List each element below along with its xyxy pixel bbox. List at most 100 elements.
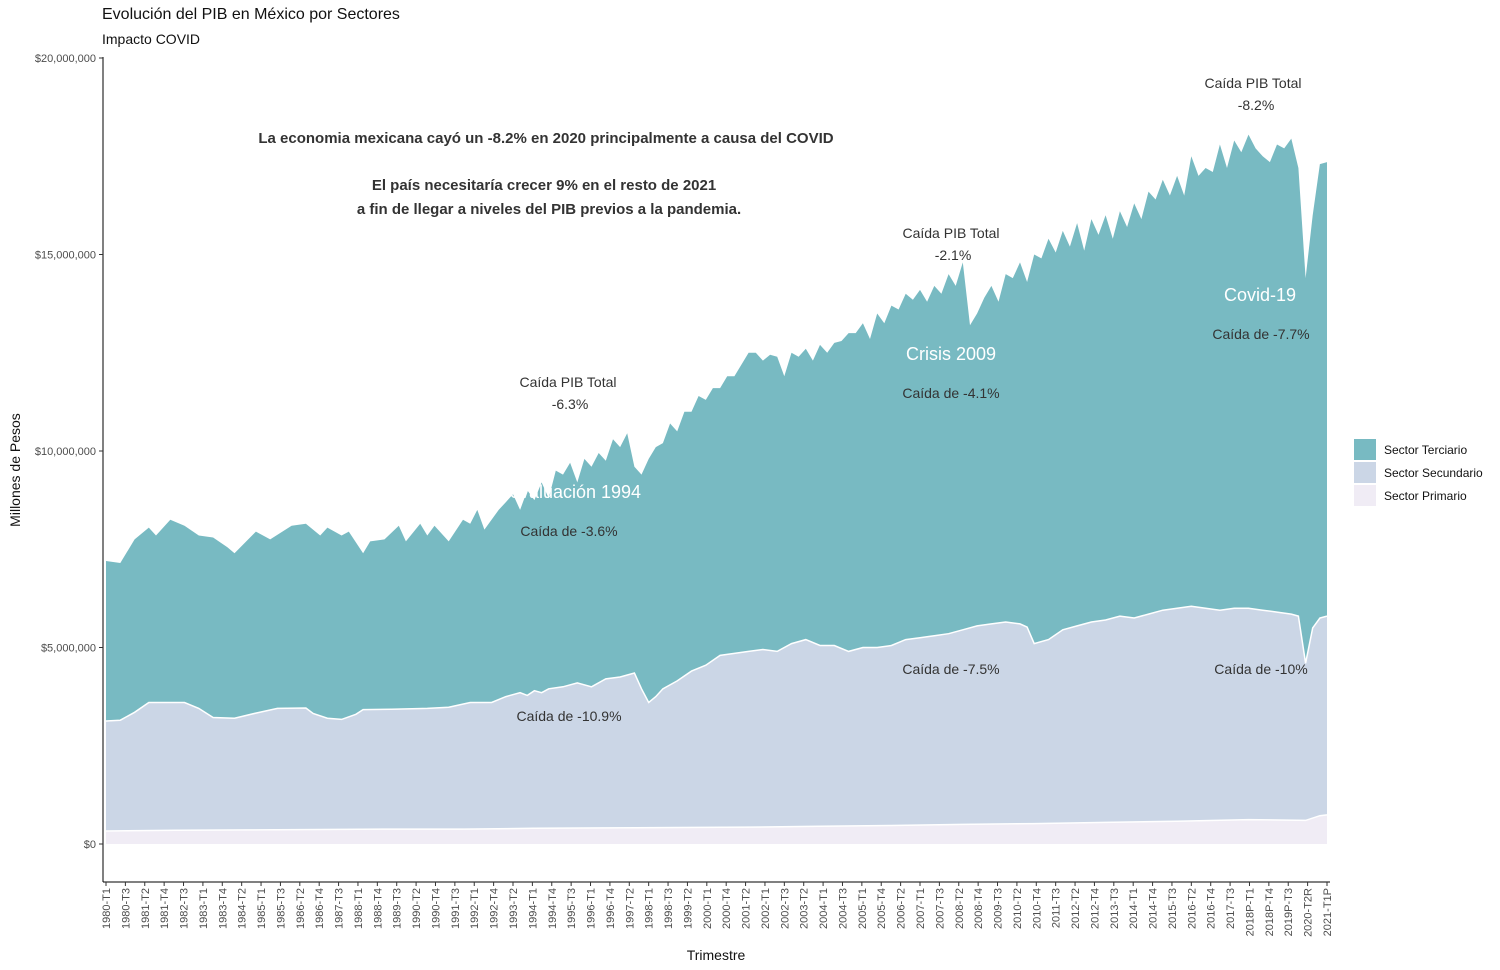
x-tick-label: 2005-T4 xyxy=(876,888,888,929)
area-secundario xyxy=(106,606,1327,844)
annotation-event-1994: Devaluación 1994 xyxy=(497,482,641,502)
x-tick-label: 2009-T3 xyxy=(993,888,1005,929)
x-tick-label: 2010-T4 xyxy=(1031,888,1043,929)
x-axis-title: Trimestre xyxy=(687,947,746,963)
annotation-2020-total-label: Caída PIB Total xyxy=(1204,75,1301,91)
annotation-event-2020: Covid-19 xyxy=(1224,285,1296,305)
x-tick-label: 1995-T3 xyxy=(566,888,578,929)
x-tick-label: 2017-T3 xyxy=(1225,888,1237,929)
y-tick-label: $10,000,000 xyxy=(35,446,96,458)
x-tick-label: 1999-T2 xyxy=(682,888,694,929)
x-tick-label: 1983-T1 xyxy=(198,888,210,929)
legend-swatch-secundario xyxy=(1354,462,1376,483)
x-tick-label: 2014-T1 xyxy=(1128,888,1140,929)
x-tick-label: 1984-T2 xyxy=(237,888,249,929)
x-tick-label: 2002-T1 xyxy=(760,888,772,929)
x-tick-label: 2007-T3 xyxy=(934,888,946,929)
x-tick-label: 2014-T4 xyxy=(1148,888,1160,929)
x-tick-label: 1988-T1 xyxy=(353,888,365,929)
x-tick-label: 2012-T4 xyxy=(1089,888,1101,929)
annotation-event-2009: Crisis 2009 xyxy=(906,344,996,364)
x-tick-label: 1988-T4 xyxy=(372,888,384,929)
legend-item-primario: Sector Primario xyxy=(1354,484,1483,507)
x-tick-label: 2000-T1 xyxy=(702,888,714,929)
chart-title: Evolución del PIB en México por Sectores xyxy=(102,6,400,23)
x-tick-label: 2000-T4 xyxy=(721,888,733,929)
x-tick-label: 1994-T1 xyxy=(527,888,539,929)
x-tick-label: 2016-T2 xyxy=(1186,888,1198,929)
x-tick-label: 1992-T1 xyxy=(469,888,481,929)
x-tick-label: 2004-T3 xyxy=(837,888,849,929)
x-tick-label: 2003-T2 xyxy=(799,888,811,929)
x-tick-label: 2008-T4 xyxy=(973,888,985,929)
x-tick-label: 1987-T3 xyxy=(334,888,346,929)
x-tick-label: 2004-T1 xyxy=(818,888,830,929)
x-tick-label: 1989-T3 xyxy=(392,888,404,929)
x-tick-label: 2021-T1P xyxy=(1322,888,1334,936)
x-tick-label: 2008-T2 xyxy=(954,888,966,929)
x-tick-label: 2002-T3 xyxy=(779,888,791,929)
x-tick-label: 2015-T3 xyxy=(1167,888,1179,929)
annotation-terciario-2009: Caída de -4.1% xyxy=(902,385,999,401)
x-tick-label: 1992-T4 xyxy=(489,888,501,929)
x-tick-label: 1983-T4 xyxy=(217,888,229,929)
x-tick-label: 1990-T4 xyxy=(430,888,442,929)
annotation-1994-total-value: -6.3% xyxy=(552,396,589,412)
x-tick-label: 1981-T4 xyxy=(159,888,171,929)
x-tick-label: 2016-T4 xyxy=(1206,888,1218,929)
x-tick-label: 1990-T2 xyxy=(411,888,423,929)
legend-label-secundario: Sector Secundario xyxy=(1384,465,1483,480)
legend-swatch-primario xyxy=(1354,485,1376,506)
x-tick-label: 1996-T4 xyxy=(605,888,617,929)
legend-label-terciario: Sector Terciario xyxy=(1384,442,1468,457)
annotation-1994-total-label: Caída PIB Total xyxy=(519,374,616,390)
x-tick-label: 1993-T2 xyxy=(508,888,520,929)
annotation-terciario-2020: Caída de -7.7% xyxy=(1212,326,1309,342)
legend-swatch-terciario xyxy=(1354,439,1376,460)
annotation-2009-total-label: Caída PIB Total xyxy=(902,225,999,241)
x-tick-label: 1998-T3 xyxy=(663,888,675,929)
annotation-secundario-2020: Caída de -10% xyxy=(1214,661,1307,677)
y-tick-label: $0 xyxy=(84,839,96,851)
x-tick-label: 2013-T3 xyxy=(1109,888,1121,929)
x-tick-label: 1996-T1 xyxy=(586,888,598,929)
annotation-2020-total-value: -8.2% xyxy=(1238,97,1275,113)
x-tick-label: 1998-T1 xyxy=(644,888,656,929)
x-tick-label: 2012-T2 xyxy=(1070,888,1082,929)
x-tick-label: 2006-T2 xyxy=(896,888,908,929)
y-tick-label: $15,000,000 xyxy=(35,250,96,262)
x-tick-label: 1991-T3 xyxy=(450,888,462,929)
annotation-covid-summary: La economia mexicana cayó un -8.2% en 20… xyxy=(258,130,833,147)
legend-item-terciario: Sector Terciario xyxy=(1354,438,1483,461)
x-tick-label: 1985-T3 xyxy=(275,888,287,929)
x-tick-label: 1997-T2 xyxy=(624,888,636,929)
x-tick-label: 2001-T2 xyxy=(741,888,753,929)
x-tick-label: 2018P-T1 xyxy=(1244,888,1256,936)
x-tick-label: 1981-T2 xyxy=(140,888,152,929)
legend-label-primario: Sector Primario xyxy=(1384,488,1467,503)
y-tick-label: $5,000,000 xyxy=(41,643,96,655)
x-tick-label: 1980-T1 xyxy=(101,888,113,929)
x-tick-label: 2007-T1 xyxy=(915,888,927,929)
annotation-2009-total-value: -2.1% xyxy=(935,247,972,263)
x-tick-label: 2018P-T4 xyxy=(1264,888,1276,936)
x-tick-label: 2005-T1 xyxy=(857,888,869,929)
x-tick-label: 2011-T3 xyxy=(1051,888,1063,928)
chart-subtitle: Impacto COVID xyxy=(102,31,201,47)
x-tick-label: 1986-T2 xyxy=(295,888,307,929)
legend: Sector Terciario Sector Secundario Secto… xyxy=(1354,438,1483,507)
x-tick-label: 2010-T2 xyxy=(1012,888,1024,929)
area-secundario-edge xyxy=(105,605,1328,722)
x-tick-label: 1982-T3 xyxy=(179,888,191,929)
annotation-growth-needed-line2: a fin de llegar a niveles del PIB previo… xyxy=(357,201,741,218)
annotation-growth-needed-line1: El país necesitaría crecer 9% en el rest… xyxy=(372,177,716,194)
annotation-secundario-1994: Caída de -10.9% xyxy=(516,708,621,724)
x-tick-label: 2019P-T3 xyxy=(1283,888,1295,936)
x-tick-label: 1994-T4 xyxy=(547,888,559,929)
x-tick-label: 2020-T2R xyxy=(1303,888,1315,937)
x-tick-label: 1980-T3 xyxy=(120,888,132,929)
annotation-terciario-1994: Caída de -3.6% xyxy=(520,523,617,539)
y-tick-label: $20,000,000 xyxy=(35,53,96,65)
annotation-secundario-2009: Caída de -7.5% xyxy=(902,661,999,677)
